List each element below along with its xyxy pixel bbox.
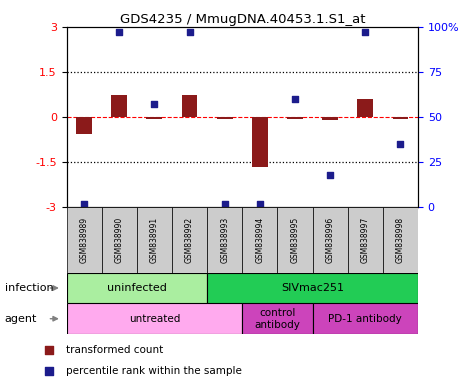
Text: GSM838997: GSM838997 xyxy=(361,217,370,263)
Bar xyxy=(287,117,303,119)
Title: GDS4235 / MmugDNA.40453.1.S1_at: GDS4235 / MmugDNA.40453.1.S1_at xyxy=(120,13,365,26)
Bar xyxy=(313,303,418,334)
Bar xyxy=(102,207,137,273)
Bar xyxy=(242,303,313,334)
Bar xyxy=(137,207,172,273)
Point xyxy=(361,29,369,35)
Bar xyxy=(392,117,408,119)
Point xyxy=(291,96,299,102)
Bar xyxy=(313,207,348,273)
Point xyxy=(397,141,404,147)
Bar xyxy=(66,207,102,273)
Bar xyxy=(357,99,373,117)
Bar xyxy=(242,207,277,273)
Text: percentile rank within the sample: percentile rank within the sample xyxy=(66,366,242,376)
Bar xyxy=(172,207,207,273)
Bar xyxy=(181,94,198,117)
Text: uninfected: uninfected xyxy=(107,283,167,293)
Bar xyxy=(207,273,418,303)
Text: GSM838992: GSM838992 xyxy=(185,217,194,263)
Text: control
antibody: control antibody xyxy=(255,308,300,329)
Text: agent: agent xyxy=(5,314,37,324)
Bar xyxy=(66,303,242,334)
Text: untreated: untreated xyxy=(129,314,180,324)
Point xyxy=(151,101,158,108)
Point xyxy=(221,201,228,207)
Point xyxy=(256,201,264,207)
Bar xyxy=(383,207,418,273)
Point xyxy=(80,201,88,207)
Bar xyxy=(66,273,207,303)
Text: transformed count: transformed count xyxy=(66,345,164,355)
Point xyxy=(186,29,193,35)
Bar xyxy=(217,117,233,119)
Text: GSM838995: GSM838995 xyxy=(291,217,299,263)
Point xyxy=(115,29,123,35)
Bar xyxy=(348,207,383,273)
Bar xyxy=(111,94,127,117)
Text: GSM838991: GSM838991 xyxy=(150,217,159,263)
Text: GSM838993: GSM838993 xyxy=(220,217,229,263)
Text: GSM838989: GSM838989 xyxy=(80,217,88,263)
Bar xyxy=(146,117,162,119)
Text: PD-1 antibody: PD-1 antibody xyxy=(328,314,402,324)
Text: SIVmac251: SIVmac251 xyxy=(281,283,344,293)
Text: infection: infection xyxy=(5,283,53,293)
Text: GSM838998: GSM838998 xyxy=(396,217,405,263)
Text: GSM838994: GSM838994 xyxy=(256,217,264,263)
Point xyxy=(46,368,53,374)
Bar xyxy=(76,117,92,134)
Bar xyxy=(277,207,313,273)
Text: GSM838996: GSM838996 xyxy=(326,217,334,263)
Point xyxy=(326,172,334,178)
Bar xyxy=(207,207,242,273)
Bar xyxy=(322,117,338,119)
Point xyxy=(46,347,53,353)
Text: GSM838990: GSM838990 xyxy=(115,217,124,263)
Bar xyxy=(252,117,268,167)
